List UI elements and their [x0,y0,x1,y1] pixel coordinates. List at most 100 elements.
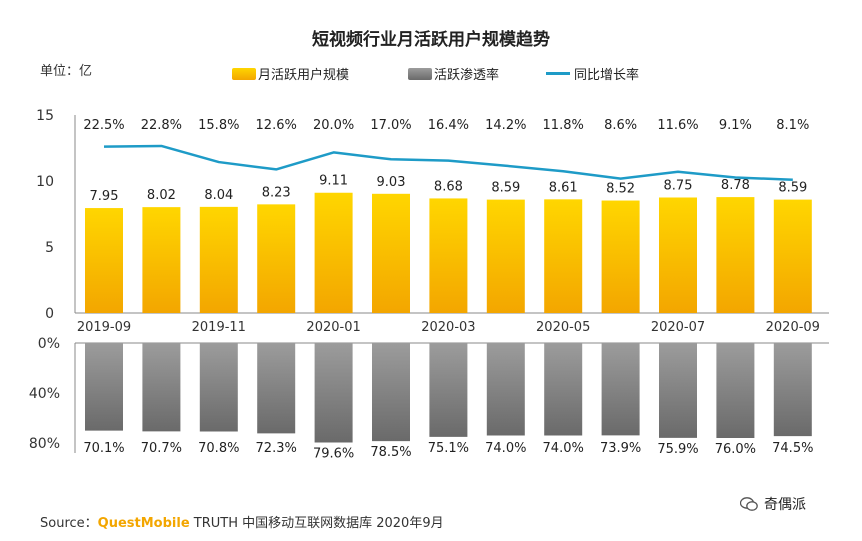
penetration-bar [257,343,296,434]
y-tick-bottom: 0% [38,336,60,352]
penetration-label: 76.0% [715,442,756,457]
mau-label: 8.04 [204,188,233,203]
mau-label: 8.59 [778,181,807,196]
legend-swatch-penetration [408,67,432,80]
x-tick-label: 2020-03 [421,320,475,335]
growth-label: 14.2% [485,118,526,133]
growth-label: 15.8% [198,118,239,133]
chart-title: 短视频行业月活跃用户规模趋势 [312,30,550,50]
mau-label: 8.78 [721,178,750,193]
mau-label: 8.59 [491,181,520,196]
mau-bar [314,192,353,313]
source-prefix: Source： [40,516,98,531]
mau-bar [601,200,640,313]
legend-swatch-mau [232,67,256,80]
x-tick-label: 2020-09 [766,320,820,335]
penetration-bar [544,343,583,436]
legend-label-penetration: 活跃渗透率 [434,68,500,83]
mau-label: 8.68 [434,179,463,194]
penetration-label: 78.5% [370,445,411,460]
source-brand: QuestMobile [97,516,190,531]
penetration-bar [314,343,353,443]
penetration-label: 70.7% [141,441,182,456]
penetration-label: 73.9% [600,441,641,456]
legend-item-penetration: 活跃渗透率 [408,64,499,83]
mau-label: 9.03 [377,175,406,190]
penetration-bar [486,343,525,436]
growth-label: 8.1% [776,118,809,133]
mau-bar [429,198,468,313]
legend-item-growth: 同比增长率 [546,64,639,83]
penetration-label: 74.0% [543,441,584,456]
mau-label: 8.61 [549,180,578,195]
y-tick-bottom: 80% [29,436,60,452]
growth-label: 16.4% [428,118,469,133]
growth-label: 11.6% [657,118,698,133]
mau-bar [486,199,525,313]
penetration-bar [142,343,181,432]
mau-bar [257,204,296,313]
penetration-label: 70.1% [83,441,124,456]
source-rest: TRUTH 中国移动互联网数据库 2020年9月 [189,516,444,531]
penetration-bar [659,343,697,438]
y-tick-top: 15 [36,108,54,124]
mau-label: 8.02 [147,188,176,203]
mau-bar [85,208,123,313]
legend-item-mau: 月活跃用户规模 [232,64,349,83]
wechat-icon [740,497,758,511]
growth-label: 8.6% [604,118,637,133]
mau-label: 8.75 [664,179,693,194]
mau-bar [142,207,181,313]
y-tick-bottom: 40% [29,386,60,402]
penetration-bar [601,343,640,436]
penetration-label: 74.5% [772,441,813,456]
mau-bar [199,206,238,313]
penetration-label: 74.0% [485,441,526,456]
x-tick-label: 2020-07 [651,320,705,335]
growth-label: 9.1% [719,118,752,133]
penetration-bar [716,343,755,438]
penetration-bar [429,343,468,437]
penetration-label: 72.3% [256,441,297,456]
mau-bar [659,197,697,313]
y-tick-top: 10 [36,174,54,190]
x-tick-label: 2020-05 [536,320,590,335]
mau-label: 7.95 [90,189,119,204]
y-tick-top: 5 [45,240,54,256]
watermark-text: 奇偶派 [764,497,806,513]
growth-line [103,144,793,182]
source-note: Source：QuestMobile TRUTH 中国移动互联网数据库 2020… [40,512,444,531]
penetration-label: 75.9% [657,442,698,457]
x-tick-label: 2019-11 [192,320,246,335]
penetration-label: 79.6% [313,447,354,462]
penetration-label: 70.8% [198,441,239,456]
growth-label: 17.0% [370,118,411,133]
growth-label: 22.8% [141,118,182,133]
watermark: 奇偶派 [740,494,806,514]
growth-label: 12.6% [256,118,297,133]
mau-bar [716,197,755,313]
penetration-label: 75.1% [428,441,469,456]
x-tick-label: 2020-01 [306,320,360,335]
penetration-bar [85,343,123,431]
legend-label-mau: 月活跃用户规模 [258,68,350,83]
legend-label-growth: 同比增长率 [574,68,640,83]
mau-label: 8.52 [606,182,635,197]
mau-bar [773,199,812,313]
legend-swatch-growth [546,72,570,75]
mau-bar [544,199,583,313]
y-tick-top: 0 [45,306,54,322]
growth-label: 22.5% [83,118,124,133]
unit-label: 单位：亿 [40,64,93,79]
mau-label: 9.11 [319,174,348,189]
penetration-bar [199,343,238,432]
growth-label: 20.0% [313,118,354,133]
mau-bar [372,193,410,313]
mau-label: 8.23 [262,185,291,200]
penetration-bar [372,343,410,442]
growth-label: 11.8% [543,118,584,133]
x-tick-label: 2019-09 [77,320,131,335]
penetration-bar [773,343,812,437]
